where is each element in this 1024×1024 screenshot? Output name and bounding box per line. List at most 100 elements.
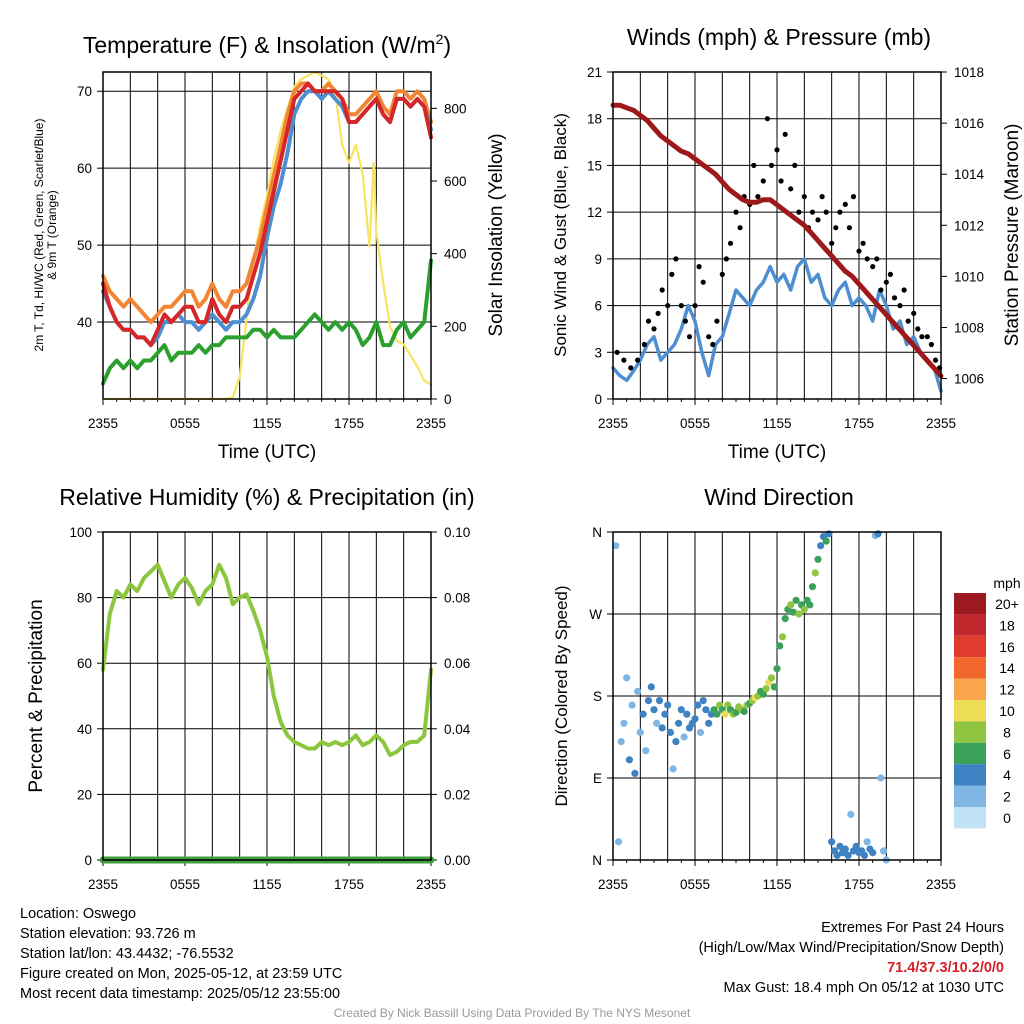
- wind-series-pressure: [610, 102, 944, 379]
- legend-swatch: [954, 614, 986, 636]
- temp-xlabel: Time (UTC): [218, 442, 317, 463]
- gust-point: [669, 271, 675, 277]
- gust-point: [614, 349, 620, 355]
- gust-point: [850, 194, 857, 200]
- legend-label: 8: [1003, 724, 1011, 740]
- gust-point: [692, 303, 698, 309]
- wdir-point: [740, 707, 748, 716]
- temp-xtick-label: 1755: [334, 416, 364, 431]
- gust-point: [878, 287, 884, 293]
- rh-ytick-label: 60: [77, 656, 92, 671]
- wind-ytick-label: 6: [594, 299, 602, 314]
- wdir-point: [680, 733, 688, 741]
- temp-ytick-label: 70: [77, 84, 92, 99]
- wind-ytick-label: 18: [587, 112, 602, 127]
- legend-label: 16: [999, 639, 1015, 655]
- gust-point: [905, 318, 911, 324]
- figure-created: Figure created on Mon, 2025-05-12, at 23…: [20, 966, 343, 982]
- wdir-point: [636, 728, 644, 737]
- wind-y2label: Station Pressure (Maroon): [1002, 124, 1023, 347]
- rh-y2tick-label: 0.10: [444, 525, 470, 540]
- temp-series-temp9m: [101, 81, 433, 325]
- gust-point: [919, 334, 925, 340]
- wind-ytick-label: 3: [594, 345, 602, 360]
- station-info: Location: Oswego Station elevation: 93.7…: [20, 904, 342, 1004]
- gust-point: [860, 240, 866, 246]
- gust-point: [737, 225, 743, 231]
- wdir-panel: 2355 0555 1155 1755 2355 N E S W N: [589, 525, 956, 892]
- wdir-point: [841, 845, 849, 853]
- gust-point: [714, 318, 720, 324]
- wdir-point: [614, 838, 623, 846]
- wdir-point: [666, 728, 675, 737]
- wdir-point: [869, 849, 877, 857]
- rh-xtick-label: 1755: [334, 877, 364, 892]
- wdir-point: [776, 642, 784, 650]
- wdir-point: [634, 687, 642, 696]
- wdir-point: [691, 715, 699, 723]
- wdir-point: [836, 842, 844, 850]
- gust-point: [723, 256, 730, 262]
- wdir-point: [669, 765, 677, 773]
- temp-y2label: Solar Insolation (Yellow): [486, 133, 507, 336]
- wdir-point: [713, 710, 721, 718]
- temp-y2tick-label: 0: [444, 392, 452, 407]
- wdir-ytick-label: N: [592, 525, 602, 540]
- wdir-point: [647, 683, 655, 691]
- wind-xlabel: Time (UTC): [728, 442, 827, 463]
- wind-y2tick-label: 1014: [954, 167, 985, 182]
- gust-point: [801, 194, 807, 200]
- extremes-panel: Extremes For Past 24 Hours (High/Low/Max…: [699, 918, 1004, 998]
- gust-point: [764, 116, 771, 122]
- wind-xtick-label: 2355: [598, 416, 628, 431]
- gust-point: [874, 256, 880, 262]
- temp-xtick-label: 2355: [88, 416, 118, 431]
- wdir-point: [631, 769, 639, 778]
- wdir-ytick-label: E: [593, 771, 602, 786]
- gust-point: [782, 131, 788, 137]
- temp-ylabel-line2: & 9m T (Orange): [45, 190, 59, 280]
- wdir-ytick-label: W: [589, 607, 602, 622]
- wind-y2tick-label: 1008: [954, 320, 984, 335]
- gust-point: [915, 326, 921, 332]
- wdir-point: [880, 847, 888, 855]
- gust-point: [901, 287, 907, 293]
- temp-xtick-label: 1155: [252, 416, 281, 431]
- gust-point: [774, 147, 780, 153]
- gust-point: [760, 178, 766, 184]
- credit-line: Created By Nick Bassill Using Data Provi…: [333, 1006, 691, 1020]
- wind-series-wind: [611, 257, 943, 393]
- gust-point: [887, 271, 894, 277]
- wdir-point: [702, 706, 710, 714]
- wdir-point: [852, 842, 860, 850]
- station-location: Location: Oswego: [20, 906, 137, 922]
- legend-swatch: [954, 785, 986, 807]
- wdir-point: [833, 851, 841, 860]
- wdir-point: [639, 710, 647, 718]
- wdir-point: [792, 596, 800, 604]
- gust-point: [621, 357, 627, 363]
- gust-point: [710, 341, 716, 348]
- gust-point: [883, 279, 889, 285]
- wdir-point: [806, 601, 814, 609]
- rh-xtick-label: 0555: [170, 877, 200, 892]
- wdir-point: [822, 537, 830, 545]
- wdir-point: [661, 710, 669, 718]
- temp-ylabel-line1: 2m T, Td, HI/WC (Red, Green, Scarlet/Blu…: [32, 119, 46, 352]
- legend-swatch: [954, 721, 986, 743]
- wdir-point: [828, 838, 836, 846]
- legend-title: mph: [993, 575, 1020, 591]
- wdir-chart-title: Wind Direction: [704, 484, 854, 510]
- legend-swatch: [954, 635, 986, 658]
- gust-point: [659, 287, 665, 293]
- gust-point: [682, 318, 689, 324]
- gust-point: [641, 341, 648, 348]
- wdir-point: [625, 756, 634, 764]
- gust-point: [911, 310, 917, 316]
- gust-point: [796, 209, 802, 215]
- gust-point: [924, 334, 930, 340]
- legend-swatch: [954, 657, 986, 679]
- temp-xtick-label: 0555: [170, 416, 200, 431]
- wind-ytick-label: 15: [587, 158, 602, 173]
- wdir-point: [672, 738, 680, 746]
